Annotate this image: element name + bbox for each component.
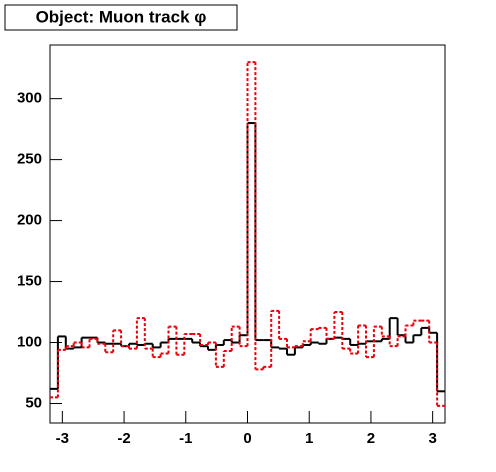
y-tick-label: 250 (17, 151, 42, 168)
x-tick-label: -2 (117, 430, 130, 447)
y-tick-label: 200 (17, 212, 42, 229)
x-tick-label: 1 (305, 430, 313, 447)
x-tick-label: 3 (428, 430, 436, 447)
x-tick-label: -3 (56, 430, 69, 447)
x-tick-label: 2 (367, 430, 375, 447)
title-box (4, 4, 238, 31)
y-tick-label: 100 (17, 333, 42, 350)
y-tick-label: 150 (17, 273, 42, 290)
y-tick-label: 300 (17, 90, 42, 107)
y-tick-label: 50 (25, 394, 42, 411)
chart-title: Object: Muon track φ (36, 7, 207, 26)
x-tick-label: 0 (243, 430, 251, 447)
x-tick-label: -1 (179, 430, 192, 447)
